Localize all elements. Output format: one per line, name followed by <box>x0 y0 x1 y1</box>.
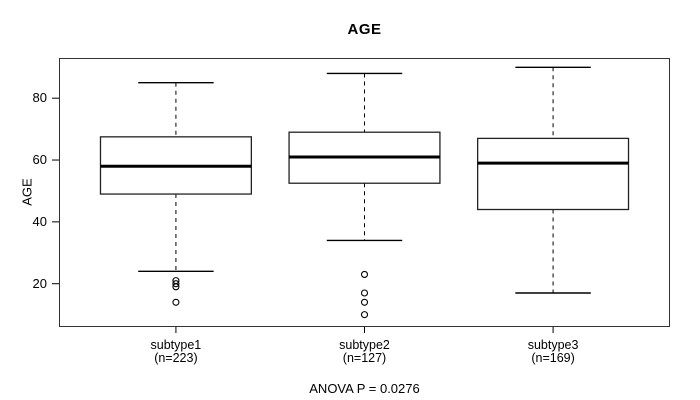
chart-title: AGE <box>347 21 382 38</box>
iqr-box <box>476 137 630 211</box>
outlier-point <box>360 298 369 306</box>
group-n: (n=169) <box>531 351 575 365</box>
x-group-label: subtype1 (n=223) <box>96 339 256 365</box>
outlier-point <box>172 280 180 288</box>
x-group-label: subtype3 (n=169) <box>473 339 633 365</box>
anova-annotation: ANOVA P = 0.0276 <box>309 381 420 396</box>
outlier-point <box>172 298 180 306</box>
plot-frame <box>59 58 670 327</box>
group-name: subtype2 <box>339 338 390 352</box>
y-tick-label: 20 <box>32 275 47 291</box>
group-n: (n=127) <box>342 351 387 365</box>
y-tick-label: 40 <box>32 213 47 229</box>
outlier-point <box>172 283 180 291</box>
outlier-point <box>360 270 369 278</box>
y-tick-label: 60 <box>32 152 47 168</box>
y-tick-label: 80 <box>32 90 47 106</box>
outlier-point <box>360 289 369 297</box>
x-group-label: subtype2 (n=127) <box>285 339 445 365</box>
group-name: subtype3 <box>527 338 579 352</box>
group-name: subtype1 <box>150 338 202 352</box>
outlier-point <box>360 311 369 319</box>
group-n: (n=223) <box>154 351 198 365</box>
